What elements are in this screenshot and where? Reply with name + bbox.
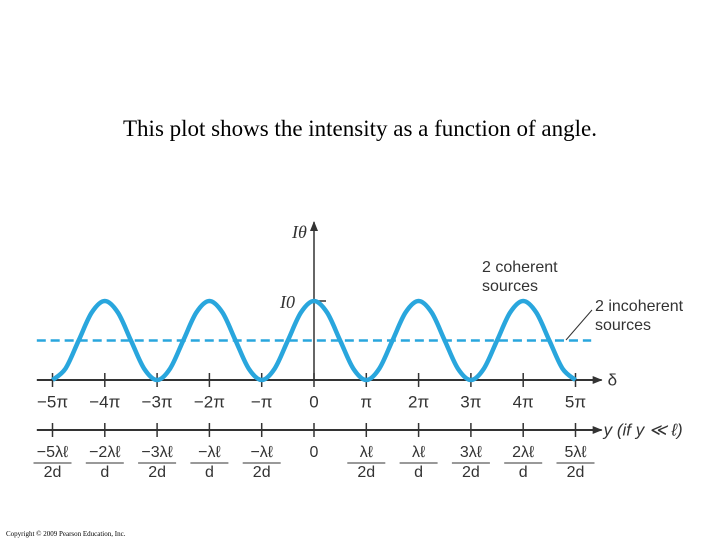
x-tick-label: 5π [565,392,586,411]
y-axis-label: Iθ [291,222,307,242]
copyright: Copyright © 2009 Pearson Education, Inc. [6,530,126,538]
x2-tick-denominator: d [205,464,214,481]
x2-tick-numerator: −3λℓ [141,444,172,461]
x2-tick-numerator: 3λℓ [460,444,482,461]
x2-axis-label: y (if y ≪ ℓ) [603,420,683,439]
x-tick-label: −3π [142,392,173,411]
x2-tick-numerator: 0 [310,444,319,461]
x2-tick-denominator: d [519,464,528,481]
x-tick-label: 2π [408,392,429,411]
x2-tick-denominator: 2d [253,464,271,481]
x2-tick-numerator: λℓ [412,444,425,461]
x-tick-label: 0 [309,392,318,411]
y-tick-label: I0 [279,292,295,312]
legend-incoherent: 2 incoherent sources [595,298,684,334]
leader-line [565,309,593,341]
x-tick-label: −4π [89,392,120,411]
x2-tick-numerator: −5λℓ [37,444,68,461]
chart-title: This plot shows the intensity as a funct… [123,116,597,141]
x-axis-label: δ [608,370,617,389]
x2-tick-denominator: 2d [462,464,480,481]
x2-tick-denominator: 2d [357,464,375,481]
x-tick-label: 3π [460,392,481,411]
x2-tick-numerator: 2λℓ [512,444,534,461]
x2-tick-numerator: 5λℓ [564,444,586,461]
x-tick-label: −5π [37,392,68,411]
coherent-curve [51,298,577,383]
x-tick-label: −2π [194,392,225,411]
x2-tick-numerator: −λℓ [250,444,273,461]
x-tick-label: 4π [513,392,534,411]
x2-tick-denominator: 2d [44,464,62,481]
x2-tick-numerator: −λℓ [198,444,221,461]
x-tick-label: π [360,392,372,411]
x2-tick-denominator: 2d [567,464,585,481]
x2-tick-denominator: d [100,464,109,481]
legend-coherent: 2 coherent sources [482,259,558,295]
x2-tick-denominator: 2d [148,464,166,481]
x2-tick-denominator: d [414,464,423,481]
x2-tick-numerator: λℓ [360,444,373,461]
x2-tick-numerator: −2λℓ [89,444,120,461]
x-tick-label: −π [251,392,273,411]
